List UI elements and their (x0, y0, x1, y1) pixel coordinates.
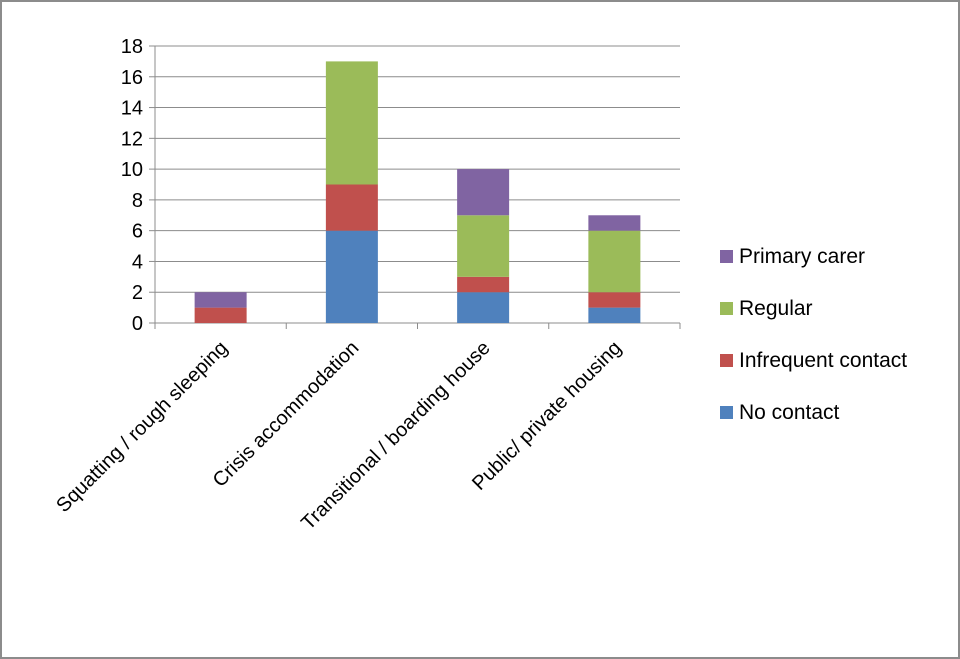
bar-segment-primary-carer (588, 215, 641, 231)
bar-segment-regular (457, 215, 510, 277)
y-tick-label: 10 (121, 159, 143, 181)
y-tick-label: 8 (132, 190, 143, 212)
legend-swatch (720, 250, 733, 263)
bar-segment-no-contact (588, 307, 641, 323)
bar-segment-primary-carer (457, 169, 510, 216)
x-category-label: Squatting / rough sleeping (52, 337, 232, 517)
x-category-label: Public/ private housing (468, 337, 626, 495)
bar-segment-infrequent-contact (457, 276, 510, 293)
x-category-label: Crisis accommodation (209, 337, 364, 492)
legend-label: Regular (739, 297, 813, 320)
y-tick-label: 2 (132, 282, 143, 304)
y-tick-label: 0 (132, 313, 143, 335)
bar-segment-regular (588, 230, 641, 293)
bar-segment-infrequent-contact (325, 184, 378, 231)
y-tick-label: 18 (121, 36, 143, 58)
legend-swatch (720, 406, 733, 419)
bar-segment-infrequent-contact (194, 307, 247, 323)
y-tick-label: 4 (132, 251, 143, 273)
legend-swatch (720, 302, 733, 315)
bar-segment-regular (325, 61, 378, 185)
y-tick-label: 14 (121, 98, 143, 120)
y-tick-label: 6 (132, 221, 143, 243)
y-tick-label: 12 (121, 128, 143, 150)
bar-segment-primary-carer (194, 292, 247, 308)
bar-segment-infrequent-contact (588, 292, 641, 308)
bar-segment-no-contact (325, 230, 378, 323)
legend-swatch (720, 354, 733, 367)
legend-label: No contact (739, 401, 840, 424)
legend-label: Primary carer (739, 245, 865, 268)
bar-segment-no-contact (457, 292, 510, 323)
y-tick-label: 16 (121, 67, 143, 89)
legend-label: Infrequent contact (739, 349, 907, 372)
